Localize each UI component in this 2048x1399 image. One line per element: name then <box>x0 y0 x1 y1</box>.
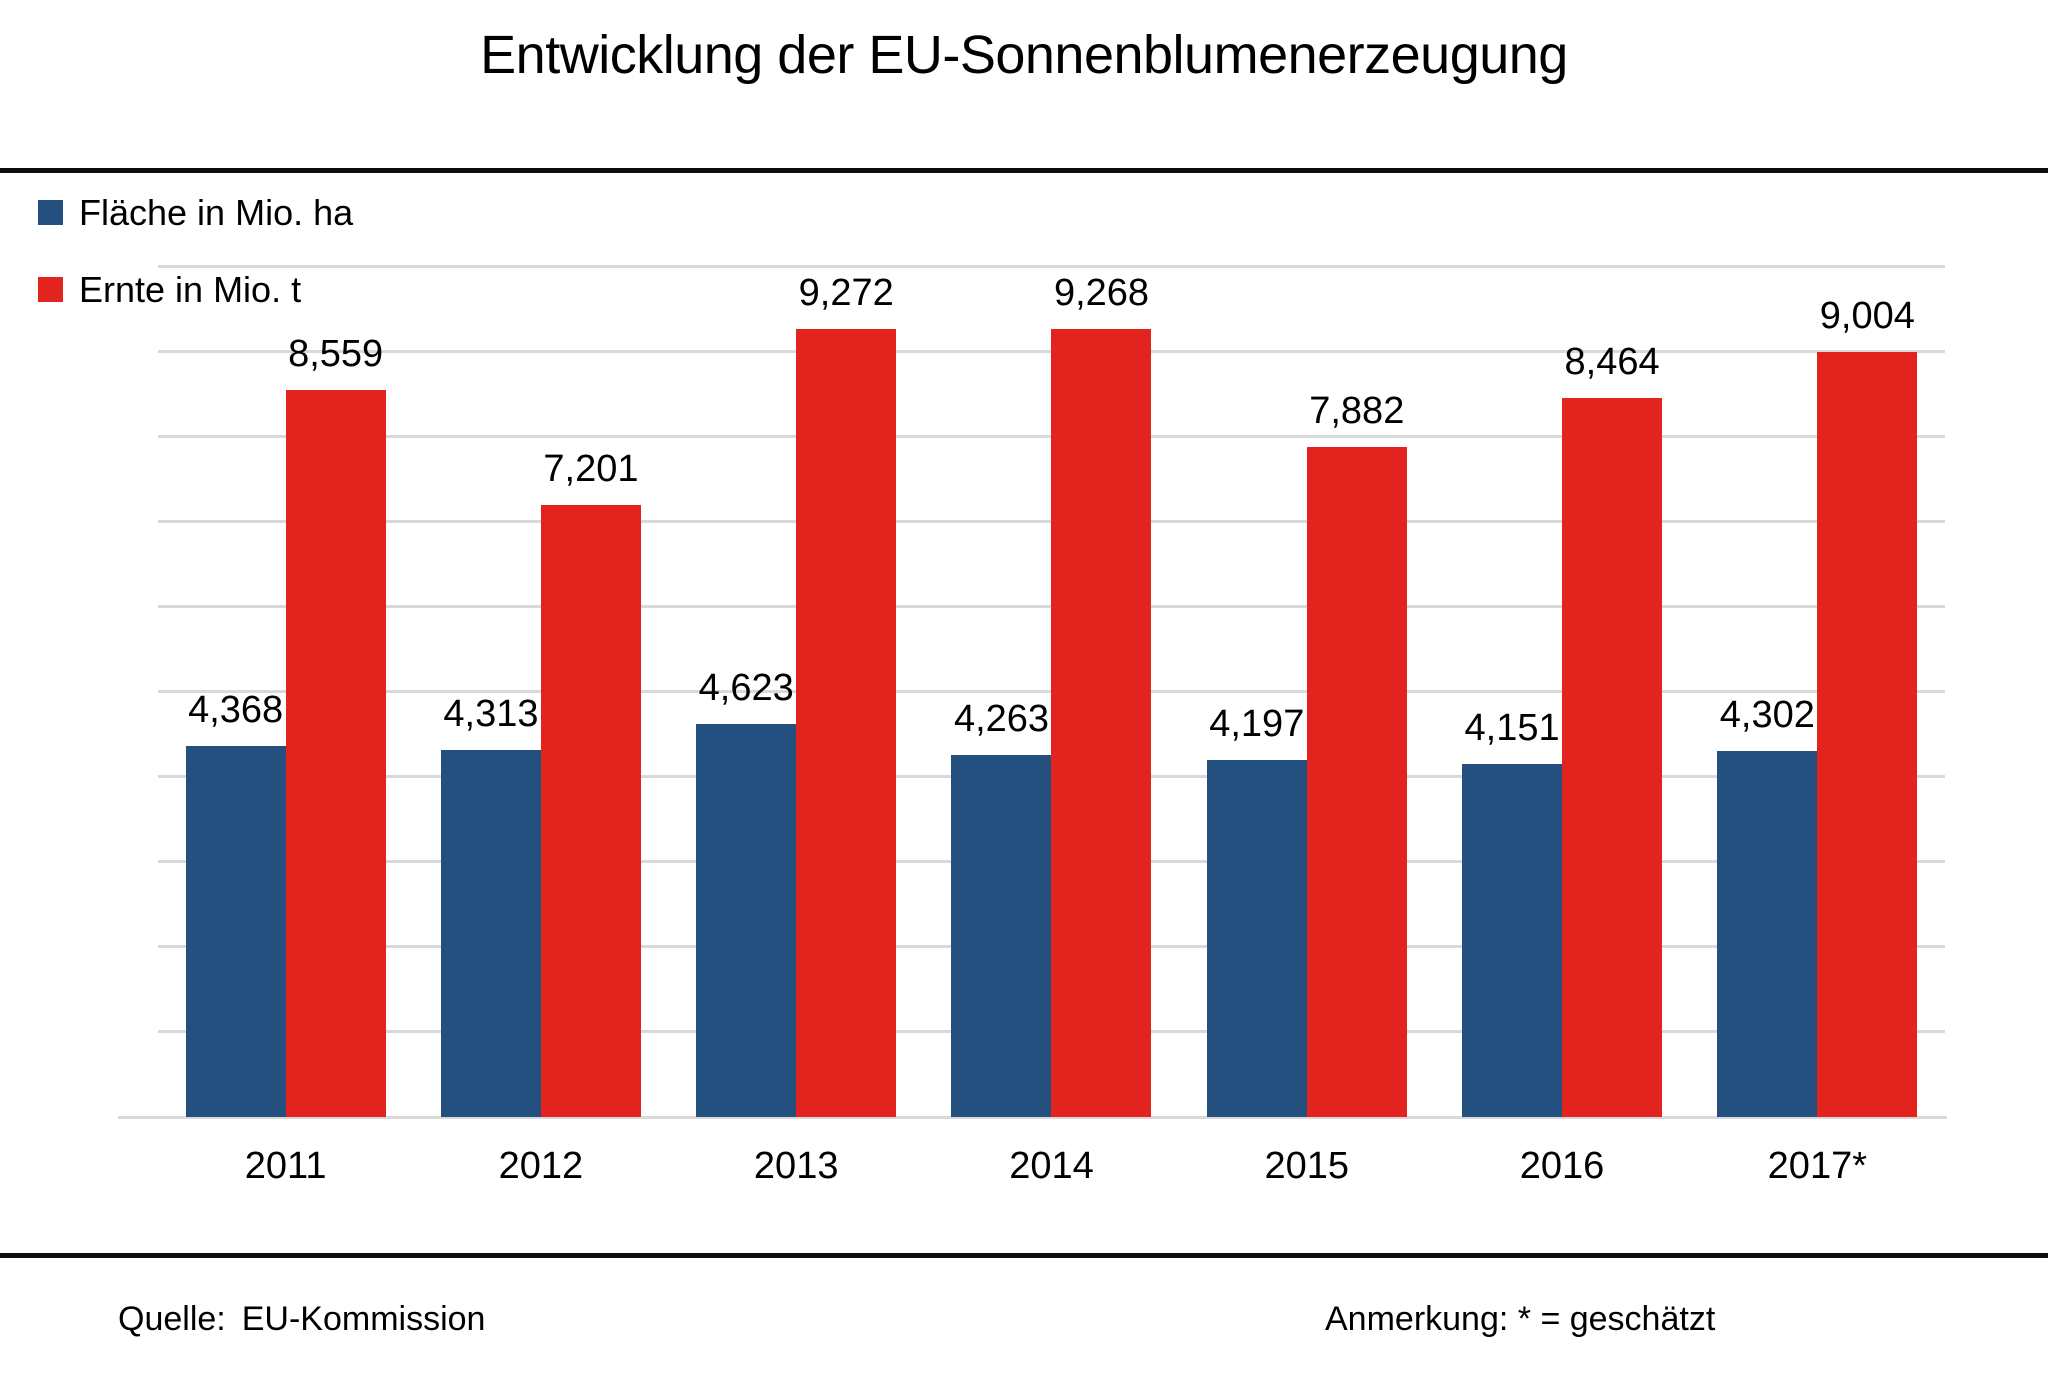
ernte-bar-2015: 7,882 <box>1306 390 1407 1117</box>
source-note: Quelle: EU-Kommission <box>118 1300 485 1339</box>
flaeche-bar-2016: 4,151 <box>1462 707 1563 1117</box>
flaeche-bar-2014: 4,263 <box>951 698 1052 1117</box>
flaeche-value-label-2014: 4,263 <box>953 697 1050 740</box>
ernte-value-label-2016: 8,464 <box>1564 340 1660 383</box>
ernte-value-label-2015: 7,882 <box>1309 390 1405 433</box>
x-axis-label-2012: 2012 <box>498 1145 584 1187</box>
flaeche-bar-2011: 4,368 <box>185 689 286 1117</box>
x-axis-label-2014: 2014 <box>1009 1145 1094 1187</box>
ernte-value-label-2011: 8,559 <box>288 332 384 375</box>
estimate-note: Anmerkung: * = geschätzt <box>1325 1300 1716 1338</box>
flaeche-value-label-2016: 4,151 <box>1464 707 1560 750</box>
ernte-value-label-2017: 9,004 <box>1819 294 1915 337</box>
flaeche-value-label-2011: 4,368 <box>188 688 284 731</box>
bar-group-2014: 4,263 9,268 <box>924 267 1179 1117</box>
flaeche-bar-2015: 4,197 <box>1206 703 1307 1117</box>
ernte-value-label-2013: 9,272 <box>798 271 894 314</box>
bar-group-2011: 4,368 8,559 <box>158 267 413 1117</box>
ernte-value-label-2012: 7,201 <box>543 447 639 490</box>
x-axis-label-2017: 2017* <box>1767 1145 1867 1187</box>
x-axis-label-2013: 2013 <box>753 1145 839 1187</box>
x-axis-label-2016: 2016 <box>1519 1145 1605 1187</box>
page-title: Entwicklung der EU-Sonnenblumenerzeugung <box>480 25 1568 85</box>
bar-group-2015: 4,197 7,882 <box>1179 267 1434 1117</box>
ernte-bar-2016: 8,464 <box>1562 341 1663 1117</box>
x-axis-line <box>118 1116 1947 1119</box>
ernte-bar-2014: 9,268 <box>1051 272 1152 1117</box>
legend-item-flaeche: Fläche in Mio. ha <box>38 192 353 233</box>
source-value: EU-Kommission <box>241 1300 486 1338</box>
plot-area: 4,368 8,559 4,313 7,201 4,623 9,272 4,263 9,268… <box>118 265 1947 1119</box>
flaeche-value-label-2017: 4,302 <box>1719 694 1815 737</box>
flaeche-bar-2017: 4,302 <box>1717 694 1818 1117</box>
flaeche-swatch-icon <box>38 200 63 225</box>
flaeche-value-label-2013: 4,623 <box>698 667 794 710</box>
ernte-swatch-icon <box>38 277 63 302</box>
legend-label-ernte: Ernte in Mio. t <box>79 268 302 310</box>
flaeche-bar-2012: 4,313 <box>440 693 541 1117</box>
legend-item-ernte: Ernte in Mio. t <box>38 269 353 310</box>
bottom-divider <box>0 1253 2048 1258</box>
ernte-bar-2013: 9,272 <box>796 272 897 1117</box>
bar-group-2012: 4,313 7,201 <box>413 267 668 1117</box>
ernte-bar-2017: 9,004 <box>1817 295 1918 1117</box>
bar-group-2017: 4,302 9,004 <box>1690 267 1945 1117</box>
flaeche-value-label-2012: 4,313 <box>443 693 539 736</box>
top-divider <box>0 168 2048 173</box>
flaeche-value-label-2015: 4,197 <box>1209 703 1305 746</box>
source-label: Quelle: <box>118 1300 226 1338</box>
ernte-bar-2011: 8,559 <box>285 333 386 1117</box>
legend-label-flaeche: Fläche in Mio. ha <box>79 191 354 233</box>
x-axis-label-2011: 2011 <box>244 1145 327 1187</box>
x-axis-label-2015: 2015 <box>1264 1145 1350 1187</box>
ernte-value-label-2014: 9,268 <box>1053 272 1150 315</box>
flaeche-bar-2013: 4,623 <box>696 667 797 1117</box>
legend: Fläche in Mio. ha Ernte in Mio. t <box>38 192 353 354</box>
gridline-y-10 <box>158 265 1945 268</box>
x-axis-labels: 2011 2012 2013 2014 2015 2016 2017* <box>158 1145 1945 1195</box>
bar-group-2013: 4,623 9,272 <box>669 267 924 1117</box>
bar-group-2016: 4,151 8,464 <box>1434 267 1689 1117</box>
ernte-bar-2012: 7,201 <box>540 448 641 1117</box>
